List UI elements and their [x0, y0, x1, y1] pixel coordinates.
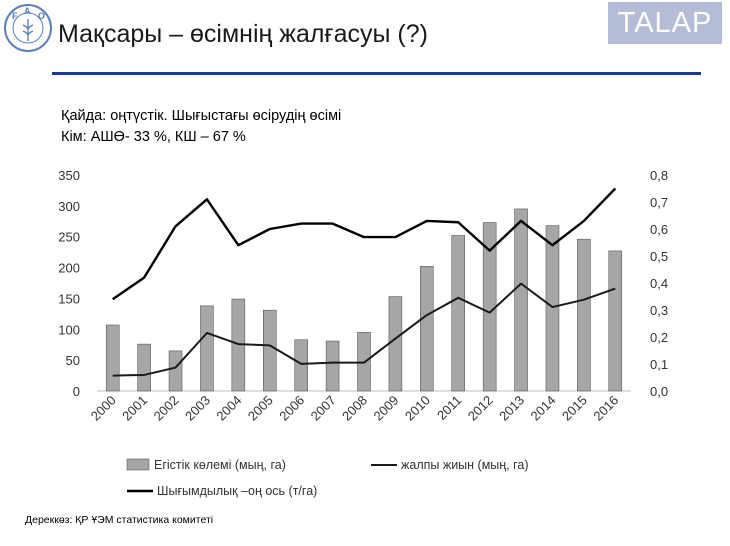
legend-swatch-bar	[126, 458, 150, 471]
y2-tick-label: 0,8	[650, 168, 668, 183]
x-tick-label: 2000	[88, 393, 119, 424]
bar	[514, 208, 528, 392]
x-tick-label: 2002	[151, 393, 182, 424]
x-tick-label: 2003	[182, 393, 213, 424]
x-tick-label: 2001	[119, 393, 150, 424]
bar	[545, 225, 560, 392]
y2-tick-label: 0,5	[650, 249, 668, 264]
title-divider	[52, 72, 701, 75]
x-tick-label: 2013	[496, 393, 527, 424]
bar	[168, 350, 183, 392]
x-tick-label: 2009	[370, 393, 401, 424]
page-title: Мақсары – өсімнің жалғасуы (?)	[58, 20, 428, 48]
y2-tick-label: 0,2	[650, 330, 668, 345]
bar	[577, 238, 591, 392]
x-tick-label: 2016	[590, 393, 621, 424]
x-tick-label: 2004	[213, 393, 244, 424]
x-tick-label: 2010	[402, 393, 433, 424]
bar	[294, 339, 308, 392]
bar	[325, 340, 340, 392]
svg-text:A: A	[24, 6, 31, 16]
y-tick-label: 200	[58, 261, 80, 276]
x-tick-label: 2012	[465, 393, 496, 424]
svg-text:F: F	[12, 11, 18, 21]
x-tick-label: 2014	[528, 393, 559, 424]
legend-label-total: жалпы жиын (мың, га)	[401, 458, 529, 472]
y2-tick-label: 0,7	[650, 195, 668, 210]
bar	[263, 309, 277, 392]
x-tick-label: 2015	[559, 393, 590, 424]
source-note: Дереккөз: ҚР ҰЭМ статистика комитеті	[25, 514, 214, 526]
bar	[388, 296, 403, 392]
y-tick-label: 250	[58, 230, 80, 245]
x-tick-label: 2008	[339, 393, 370, 424]
y2-tick-label: 0,3	[650, 303, 668, 318]
fao-logo: F A O	[4, 4, 52, 52]
bar	[420, 266, 434, 392]
y2-tick-label: 0,4	[650, 276, 668, 291]
x-tick-label: 2005	[245, 393, 276, 424]
x-tick-label: 2006	[276, 393, 307, 424]
y-tick-label: 300	[58, 199, 80, 214]
subtitle-line-who: Кім: АШӨ- 33 %, КШ – 67 %	[61, 129, 246, 145]
bar	[105, 324, 120, 392]
y-tick-label: 100	[58, 322, 80, 337]
svg-text:O: O	[38, 11, 45, 21]
y-tick-label: 50	[66, 353, 80, 368]
x-tick-label: 2007	[308, 393, 339, 424]
y2-tick-label: 0,0	[650, 384, 668, 399]
y2-tick-label: 0,6	[650, 222, 668, 237]
chart-subtitle: Қайда: оңтүстік. Шығыстағы өсірудің өсім…	[61, 106, 341, 148]
brand-badge: TALAP	[608, 2, 722, 44]
y-tick-label: 0	[73, 384, 80, 399]
subtitle-line-where: Қайда: оңтүстік. Шығыстағы өсірудің өсім…	[61, 108, 342, 124]
bar	[137, 343, 151, 392]
bar	[200, 305, 214, 392]
y-tick-label: 150	[58, 291, 80, 306]
y-tick-label: 350	[58, 168, 80, 183]
bar	[608, 250, 623, 392]
bar	[451, 235, 465, 392]
legend-label-yield: Шығымдылық –оң ось (т/га)	[157, 484, 317, 498]
legend-label-area: Егістік көлемі (мың, га)	[154, 458, 286, 472]
series-line-total-harvest	[112, 282, 616, 377]
y2-tick-label: 0,1	[650, 357, 668, 372]
x-tick-label: 2011	[434, 393, 464, 423]
series-line-yield	[112, 187, 617, 301]
